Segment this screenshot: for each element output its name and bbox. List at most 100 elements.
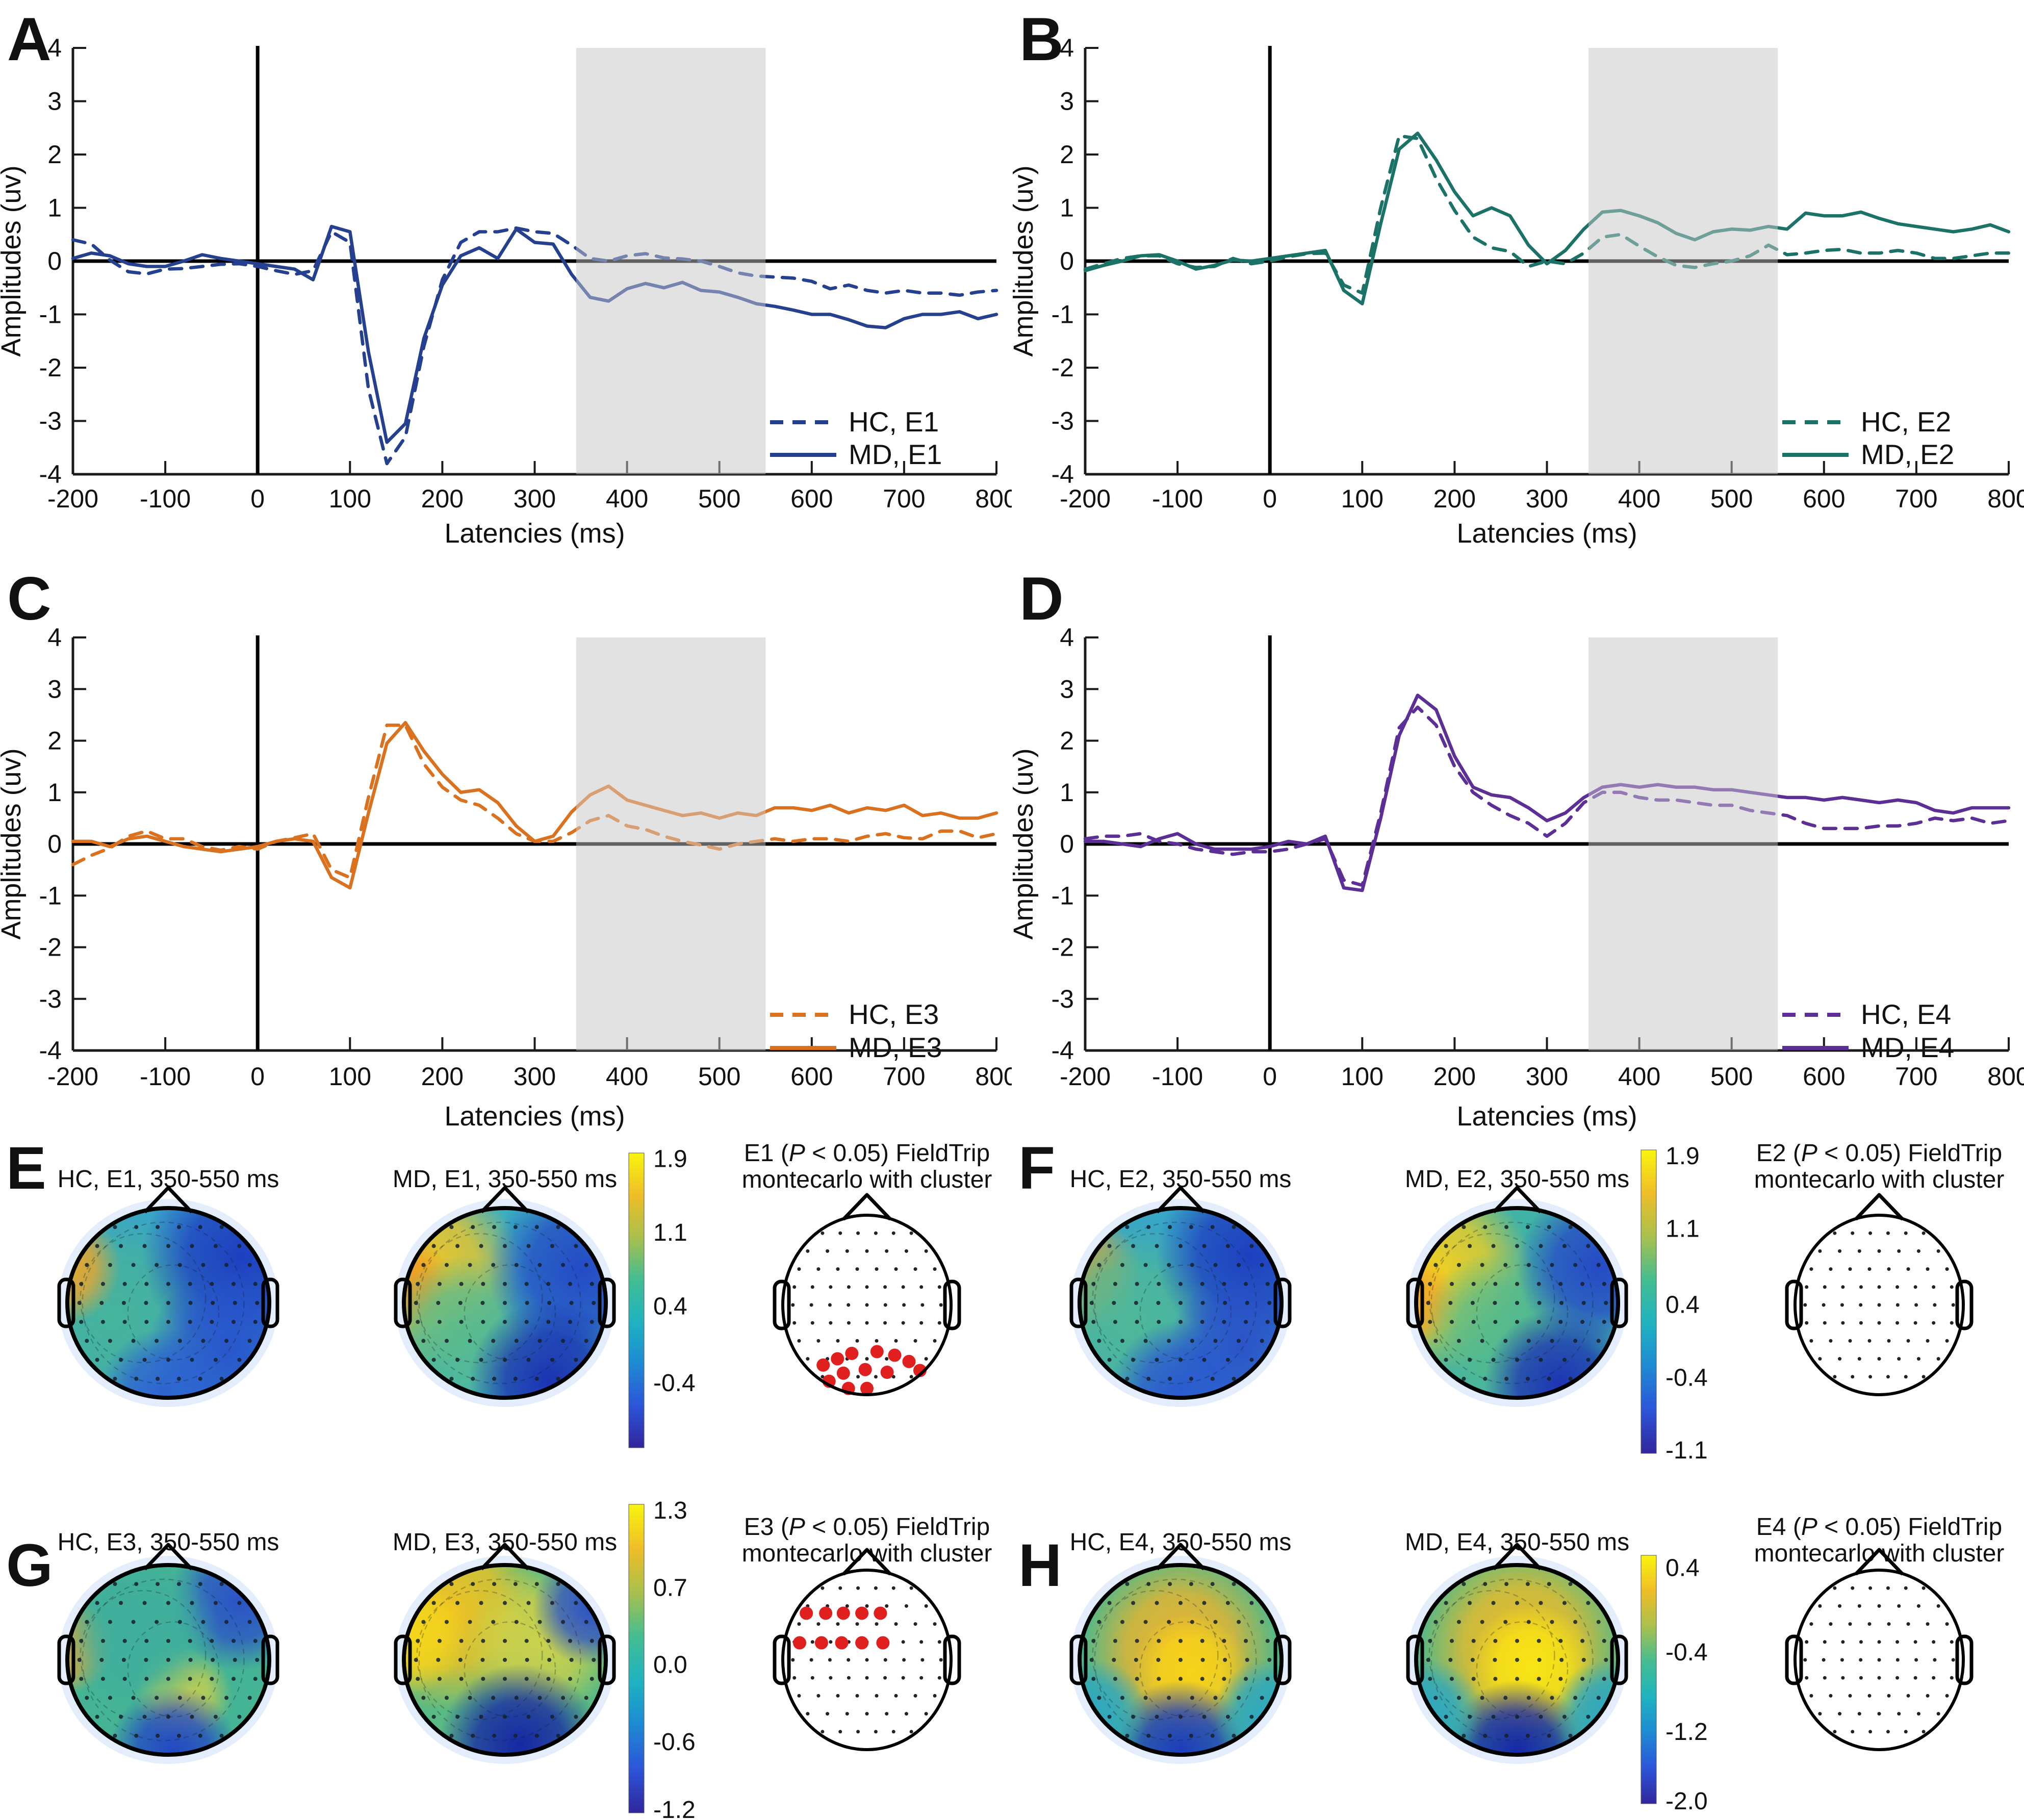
topo-panel-F: F HC, E2, 350-550 ms MD, E2, 350-550 ms1.9… [1018,1144,2004,1463]
x-tick-label: 300 [514,484,556,513]
electrode-dot [1581,1658,1586,1662]
electrode-dot [1848,1339,1852,1343]
electrode-dot [1558,1677,1563,1681]
electrode-dot [1838,1604,1842,1608]
electrode-dot [568,1281,573,1286]
electrode-dot [526,1357,531,1362]
y-tick-label: -1 [1052,881,1074,910]
series-line-hc-e3 [71,723,998,880]
electrode-dot [937,1676,941,1680]
colorbar [1641,1555,1657,1804]
electrode-dot [1809,1267,1813,1271]
electrode-dot [492,1582,497,1586]
electrode-dot [546,1677,551,1681]
electrode-dot [85,1339,89,1343]
electrode-dot [513,1582,518,1586]
electrode-dot [1213,1696,1218,1700]
electrode-dot [79,1638,84,1643]
electrode-dot [847,1303,851,1307]
electrode-dot [503,1301,507,1305]
electrode-dot [592,1658,596,1662]
electrode-dot [1120,1263,1124,1267]
contour-line [416,1590,543,1721]
y-tick-label: -2 [39,353,62,382]
electrode-dot [568,1320,573,1324]
colorbar-label: -0.4 [1666,1364,1708,1391]
electrode-dot [1428,1677,1432,1681]
electrode-dot [838,1586,842,1590]
electrode-dot [1906,1694,1910,1698]
electrode-dot [810,1676,814,1680]
electrode-dot [491,1263,496,1267]
electrode-dot [421,1339,426,1343]
contour-line [418,1578,581,1741]
electrode-dot [1525,1582,1530,1586]
electrode-dot [237,1601,242,1605]
electrode-dot [1200,1281,1205,1286]
ear-left-icon [394,1634,412,1685]
electrode-dot [792,1285,797,1289]
electrode-dot [142,1714,147,1719]
electrode-dot [503,1638,507,1643]
electrode-dot [1515,1658,1519,1662]
electrode-dot [875,1622,879,1626]
electrode-dot [455,1714,460,1719]
electrode-dot [144,1677,149,1681]
y-tick-label: 0 [1060,247,1074,275]
electrode-dot [1838,1357,1842,1361]
electrode-dot [1877,1658,1881,1662]
electrode-dot [856,1375,860,1379]
electrode-dot [1887,1694,1891,1698]
electrode-dot [1178,1714,1183,1719]
electrode-dot [525,1658,529,1662]
electrode-dot [1491,1714,1496,1719]
electrode-dot [524,1638,529,1643]
y-tick-label: 1 [47,194,62,222]
colorbar-label: 0.7 [653,1574,687,1601]
cluster-title-line1: E4 (P < 0.05) FieldTrip [1756,1514,2002,1541]
electrode-dot [1525,1225,1530,1229]
electrode-dot [1232,1376,1236,1381]
electrode-dot [1244,1320,1248,1324]
electrode-dot [885,1712,889,1716]
cluster-title-line1: E3 (P < 0.05) FieldTrip [744,1514,990,1541]
electrode-dot [904,1249,908,1253]
electrode-dot [113,1733,117,1738]
panel-letter: B [1019,5,1064,73]
electrode-dot [590,1638,594,1643]
electrode-dot [1178,1357,1183,1362]
topo-panel-E: E HC, E1, 350-550 ms MD, E1, 350-550 ms1.9… [6,1144,992,1448]
significant-electrode-dot [870,1345,884,1358]
electrode-dot [79,1677,84,1681]
nose-icon [480,1543,530,1571]
electrode-dot [855,1622,859,1626]
electrode-dot [1539,1357,1543,1362]
electrode-dot [1168,1733,1172,1738]
electrode-dot [1428,1320,1432,1324]
electrode-dot [224,1339,229,1343]
electrode-dot [416,1677,420,1681]
electrode-dot [865,1285,869,1289]
electrode-dot [556,1376,560,1381]
electrode-dot [939,1658,943,1662]
panel-letter: E [6,1144,46,1202]
electrode-dot [121,1658,126,1662]
electrode-dot [481,1281,485,1286]
electrode-dot [1867,1339,1872,1343]
legend-label: MD, E4 [1861,1032,1954,1063]
electrode-dot [1097,1263,1101,1267]
x-tick-label: -200 [47,484,98,513]
electrode-dot [1838,1712,1842,1716]
electrode-dot [1833,1586,1837,1590]
colorbar-label: -0.4 [653,1370,696,1397]
electrode-dot [1504,1733,1509,1738]
electrode-dot [503,1601,507,1605]
electrode-dot [436,1301,441,1305]
y-tick-label: 2 [1060,140,1074,169]
series-line-md-e1 [71,224,998,444]
electrode-dot [809,1303,813,1307]
electrode-dot [1904,1586,1908,1590]
ear-left-icon [1785,1634,1803,1685]
electrode-dot [913,1339,917,1343]
electrode-dot [100,1320,105,1324]
